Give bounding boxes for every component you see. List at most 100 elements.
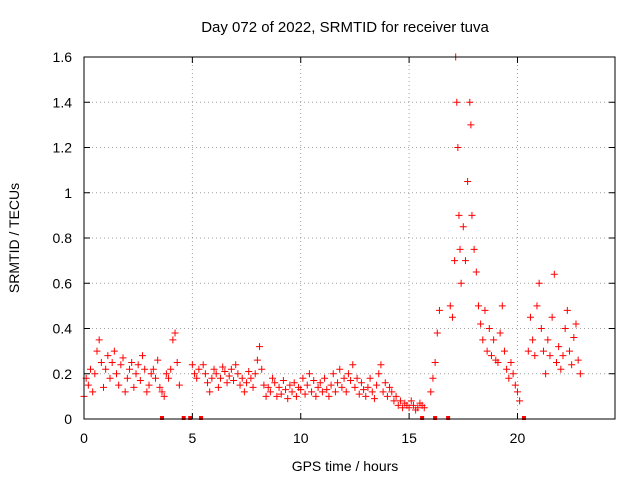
data-point — [511, 381, 519, 389]
data-point — [221, 367, 229, 375]
data-point — [555, 343, 563, 351]
data-point — [513, 388, 521, 396]
data-point — [448, 313, 456, 321]
data-point — [338, 383, 346, 391]
data-point — [158, 388, 166, 396]
data-point — [160, 392, 168, 400]
data-point — [308, 388, 316, 396]
data-point — [126, 365, 134, 373]
data-point — [223, 379, 231, 387]
data-point — [325, 392, 333, 400]
data-point — [467, 121, 475, 129]
data-point — [134, 361, 142, 369]
data-point — [561, 325, 569, 332]
data-point — [290, 379, 298, 387]
data-point — [537, 325, 545, 332]
data-point — [483, 347, 491, 355]
data-point — [500, 347, 508, 355]
data-point — [364, 383, 372, 391]
data-point — [370, 395, 378, 403]
data-point — [132, 370, 140, 378]
data-point — [456, 245, 464, 253]
data-point — [342, 388, 350, 396]
data-point — [110, 347, 118, 355]
data-point — [210, 365, 218, 373]
data-point — [516, 397, 524, 405]
data-point — [409, 401, 417, 409]
data-point — [466, 98, 474, 106]
data-point — [162, 370, 170, 378]
data-point — [149, 365, 157, 373]
data-point — [570, 334, 578, 342]
data-point — [128, 358, 136, 366]
data-point — [379, 388, 387, 396]
data-point — [454, 144, 462, 151]
y-tick-label: 0.6 — [53, 275, 73, 291]
data-point — [193, 374, 201, 382]
data-point — [243, 379, 251, 387]
data-point — [390, 397, 398, 405]
data-point — [191, 370, 199, 378]
x-axis-label: GPS time / hours — [292, 458, 399, 474]
data-point — [258, 365, 266, 373]
data-point — [97, 358, 105, 366]
data-point — [318, 388, 326, 396]
data-point — [355, 390, 363, 398]
data-point — [253, 356, 261, 364]
data-point — [490, 336, 498, 344]
data-point — [386, 383, 394, 391]
data-point — [435, 306, 443, 314]
data-point — [334, 379, 342, 387]
data-point — [329, 370, 337, 378]
data-point — [175, 381, 183, 389]
data-point — [498, 302, 506, 310]
data-point — [271, 379, 279, 387]
data-point — [451, 257, 459, 265]
data-point — [93, 347, 101, 355]
data-point — [119, 354, 127, 362]
x-tick-label: 10 — [293, 430, 309, 446]
data-point — [251, 370, 259, 378]
data-point — [214, 383, 222, 391]
data-point — [396, 397, 404, 405]
x-tick-label: 15 — [401, 430, 417, 446]
data-point — [392, 392, 400, 400]
data-point — [256, 343, 264, 351]
data-point — [269, 374, 277, 382]
y-tick-label: 1.4 — [53, 94, 73, 110]
data-point — [91, 370, 99, 378]
data-point — [477, 320, 485, 328]
data-point — [282, 386, 290, 394]
data-point — [188, 361, 196, 369]
data-point — [539, 347, 547, 355]
data-point — [104, 352, 112, 360]
data-point — [115, 381, 123, 389]
data-point — [366, 374, 374, 382]
data-point — [336, 365, 344, 373]
data-point — [565, 347, 573, 355]
axis-ticks: 0 5 10 15 20 0 0.2 0.4 0.6 0.8 1 1.2 1.4 1.6 — [53, 49, 615, 446]
data-point — [353, 374, 361, 382]
data-point — [130, 383, 138, 391]
y-tick-label: 0 — [64, 411, 72, 427]
data-point — [108, 358, 116, 366]
data-point — [563, 306, 571, 314]
data-point — [156, 383, 164, 391]
data-point — [383, 392, 391, 400]
data-point — [431, 358, 439, 366]
data-point — [165, 374, 173, 382]
data-point — [429, 374, 437, 382]
data-point — [195, 365, 203, 373]
data-point — [204, 379, 212, 387]
data-point — [524, 347, 532, 355]
data-point — [288, 388, 296, 396]
data-point — [264, 383, 272, 391]
data-point — [414, 404, 422, 412]
data-point — [305, 370, 313, 378]
data-point — [509, 370, 517, 378]
data-point — [139, 352, 147, 360]
data-point — [457, 279, 465, 287]
data-point — [349, 361, 357, 369]
data-point — [217, 374, 225, 382]
data-point — [299, 374, 307, 382]
